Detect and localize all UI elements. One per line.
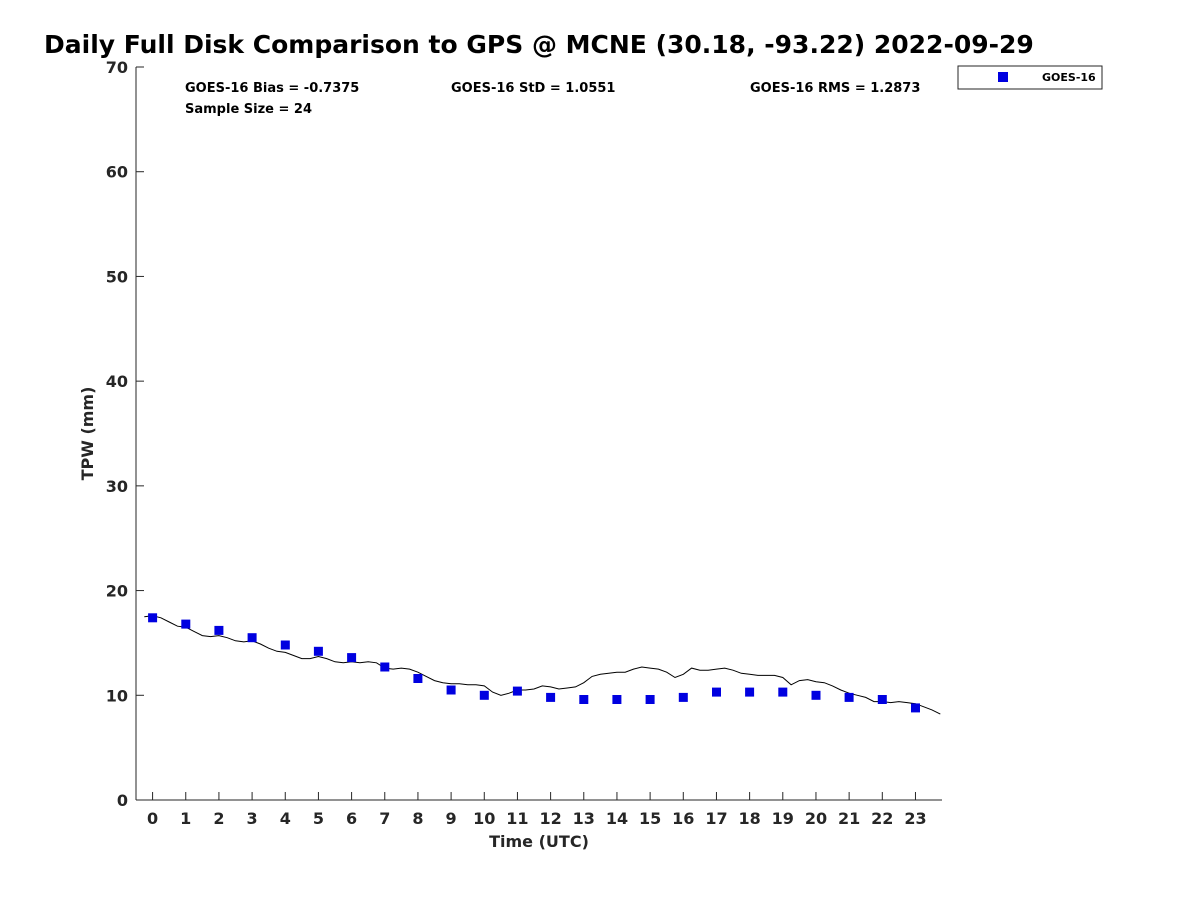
goes16-point — [347, 653, 357, 663]
x-tick-label: 12 — [539, 809, 561, 828]
goes16-point — [911, 703, 920, 713]
sample-size-text: Sample Size = 24 — [185, 102, 312, 117]
goes16-point — [413, 674, 423, 683]
legend-box — [957, 65, 1103, 90]
x-tick-label: 2 — [213, 809, 224, 828]
y-tick-label: 50 — [106, 267, 128, 286]
x-tick-label: 23 — [904, 809, 926, 828]
x-tick-label: 4 — [280, 809, 291, 828]
x-tick-label: 7 — [379, 809, 390, 828]
goes16-point — [247, 633, 257, 643]
x-tick-label: 16 — [672, 809, 694, 828]
chart-title: Daily Full Disk Comparison to GPS @ MCNE… — [44, 30, 1034, 59]
y-axis-label: TPW (mm) — [78, 387, 97, 481]
x-tick-label: 10 — [473, 809, 495, 828]
y-tick-label: 60 — [106, 163, 128, 182]
x-tick-label: 5 — [313, 809, 324, 828]
x-tick-label: 3 — [247, 809, 258, 828]
x-tick-label: 17 — [705, 809, 727, 828]
goes16-point — [745, 687, 755, 697]
x-tick-label: 14 — [606, 809, 628, 828]
x-tick-label: 21 — [838, 809, 860, 828]
goes16-point — [446, 685, 456, 695]
goes16-point — [712, 687, 721, 697]
goes16-point — [546, 692, 556, 702]
goes16-point — [512, 686, 522, 696]
x-tick-label: 18 — [738, 809, 760, 828]
goes16-point — [148, 613, 158, 623]
goes16-point — [645, 695, 655, 704]
stats-annotations: GOES-16 Bias = -0.7375 GOES-16 StD = 1.0… — [185, 81, 920, 117]
goes16-point — [479, 690, 489, 700]
goes16-point — [280, 640, 290, 650]
goes16-point — [612, 695, 622, 704]
goes16-point — [678, 692, 688, 702]
rms-text: GOES-16 RMS = 1.2873 — [750, 81, 920, 96]
y-tick-label: 30 — [106, 477, 128, 496]
legend-marker-goes16 — [998, 72, 1008, 82]
y-tick-label: 40 — [106, 372, 128, 391]
std-text: GOES-16 StD = 1.0551 — [451, 81, 615, 96]
goes16-point — [214, 625, 224, 635]
goes16-point — [877, 695, 887, 704]
x-tick-label: 1 — [180, 809, 191, 828]
goes16-point — [844, 692, 854, 702]
axes — [135, 67, 942, 801]
legend: GOES-16 — [957, 65, 1103, 90]
y-tick-label: 0 — [117, 791, 128, 810]
goes16-point — [380, 662, 390, 672]
y-axis-ticks: 0 10 20 30 40 50 60 70 — [106, 58, 144, 810]
x-tick-label: 9 — [446, 809, 457, 828]
bias-text: GOES-16 Bias = -0.7375 — [185, 81, 359, 96]
x-tick-label: 19 — [772, 809, 794, 828]
legend-label-goes16: GOES-16 — [1042, 71, 1096, 84]
plot-area — [144, 613, 941, 715]
y-tick-label: 70 — [106, 58, 128, 77]
x-axis-ticks: 0 1 2 3 4 5 6 7 8 9 10 11 12 13 14 15 16 17 18 19 20 21 22 23 — [147, 792, 927, 828]
y-tick-label: 10 — [106, 686, 128, 705]
x-axis-label: Time (UTC) — [489, 832, 589, 851]
x-tick-label: 13 — [573, 809, 595, 828]
goes16-point — [811, 690, 821, 700]
x-tick-label: 8 — [412, 809, 423, 828]
x-tick-label: 6 — [346, 809, 357, 828]
x-tick-label: 15 — [639, 809, 661, 828]
x-tick-label: 22 — [871, 809, 893, 828]
y-tick-label: 20 — [106, 582, 128, 601]
goes16-point — [778, 687, 788, 697]
goes16-point — [579, 695, 589, 704]
goes16-point — [313, 646, 323, 656]
goes16-point — [181, 619, 191, 629]
x-tick-label: 20 — [805, 809, 827, 828]
x-tick-label: 11 — [506, 809, 528, 828]
series-line — [144, 615, 941, 715]
x-tick-label: 0 — [147, 809, 158, 828]
